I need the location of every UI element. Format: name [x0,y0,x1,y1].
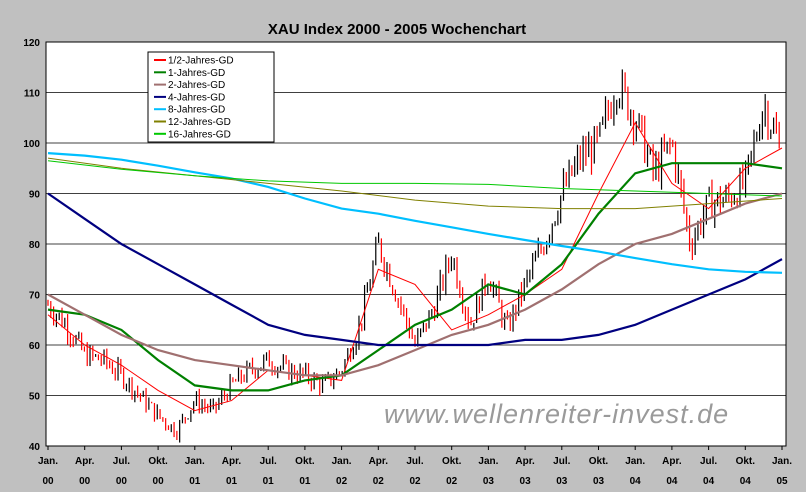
x-tick-month: Jan. [625,456,645,467]
legend-box [147,51,275,143]
x-tick-year: 03 [556,476,568,487]
x-tick-month: Jul. [700,456,717,467]
x-tick-year: 02 [336,476,348,487]
x-tick-month: Apr. [369,456,389,467]
x-tick-month: Okt. [148,456,168,467]
y-tick-label: 40 [29,442,41,453]
x-tick-month: Jul. [260,456,277,467]
x-tick-month: Apr. [662,456,682,467]
x-tick-year: 02 [446,476,458,487]
x-tick-month: Jan. [38,456,58,467]
x-tick-month: Jan. [772,456,792,467]
x-tick-month: Okt. [442,456,462,467]
legend-label: 2-Jahres-GD [168,80,225,91]
x-tick-year: 03 [520,476,532,487]
y-axis-ticks: 40 50 60 70 80 90 100 110 120 [23,38,40,453]
x-tick-year: 01 [226,476,238,487]
legend: 1/2-Jahres-GD1-Jahres-GD2-Jahres-GD4-Jah… [147,51,275,143]
series-line-4-Jahres-GD [47,192,783,347]
y-tick-label: 120 [23,38,40,49]
x-tick-year: 00 [42,476,54,487]
x-axis-ticks: Jan. 00 Apr. 00 Jul. 00 Okt. 00 Jan. 01 Apr. 01 Jul.… [38,446,792,487]
y-tick-label: 90 [29,190,41,201]
x-tick-month: Okt. [736,456,756,467]
x-tick-year: 00 [116,476,128,487]
moving-average-lines [47,121,783,412]
x-tick-month: Okt. [295,456,315,467]
y-tick-label: 60 [29,341,41,352]
x-tick-month: Jan. [478,456,498,467]
x-tick-month: Apr. [515,456,535,467]
x-tick-month: Apr. [222,456,242,467]
legend-label: 4-Jahres-GD [168,92,225,103]
watermark: www.wellenreiter-invest.de [384,399,729,429]
series-line-2-Jahres-GD [47,192,783,377]
x-tick-month: Okt. [589,456,609,467]
y-tick-label: 100 [23,139,40,150]
y-tick-label: 110 [24,89,41,100]
x-tick-year: 03 [483,476,495,487]
x-tick-year: 01 [263,476,275,487]
x-tick-year: 01 [189,476,201,487]
x-tick-year: 03 [593,476,605,487]
series-line-16-Jahres-GD [47,160,783,197]
y-tick-label: 80 [29,240,41,251]
legend-label: 16-Jahres-GD [168,129,231,140]
x-tick-year: 04 [666,476,678,487]
x-tick-month: Jan. [185,456,205,467]
series-line-1/2-Jahres-GD [47,121,783,412]
x-tick-year: 04 [740,476,752,487]
legend-label: 8-Jahres-GD [168,105,225,116]
x-tick-year: 04 [630,476,642,487]
x-tick-month: Apr. [75,456,95,467]
x-tick-year: 05 [776,476,788,487]
x-tick-year: 01 [299,476,311,487]
legend-label: 12-Jahres-GD [168,117,231,128]
x-tick-month: Jan. [332,456,352,467]
y-tick-label: 50 [29,392,41,403]
chart-title: XAU Index 2000 - 2005 Wochenchart [268,21,526,38]
x-tick-month: Jul. [553,456,570,467]
x-tick-year: 02 [373,476,385,487]
series-line-1-Jahres-GD [47,162,783,392]
x-tick-year: 00 [153,476,165,487]
x-tick-month: Jul. [406,456,423,467]
y-tick-label: 70 [29,291,41,302]
legend-label: 1-Jahres-GD [168,68,225,79]
series-line-8-Jahres-GD [47,152,783,274]
x-tick-year: 00 [79,476,91,487]
x-tick-year: 04 [703,476,715,487]
x-tick-month: Jul. [113,456,130,467]
x-tick-year: 02 [409,476,421,487]
legend-label: 1/2-Jahres-GD [168,56,234,67]
